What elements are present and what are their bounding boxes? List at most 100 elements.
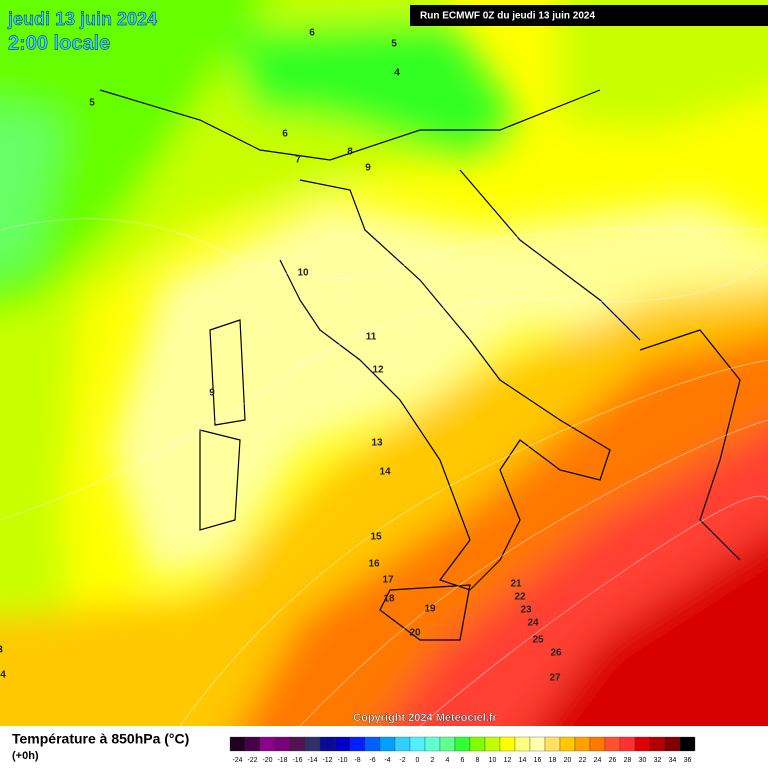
contour-label: 12 <box>372 365 384 376</box>
scale-swatch <box>229 736 246 752</box>
scale-swatch <box>394 736 411 752</box>
scale-swatch <box>259 736 276 752</box>
scale-label: 28 <box>624 757 632 764</box>
contour-label: 18 <box>383 594 395 605</box>
contour-label: 6 <box>282 129 288 140</box>
contour-label: 9 <box>209 388 215 399</box>
scale-swatch <box>619 736 636 752</box>
scale-label: 12 <box>504 757 512 764</box>
scale-label: 2 <box>431 757 435 764</box>
contour-label: 7 <box>295 155 301 166</box>
scale-swatch <box>649 736 666 752</box>
scale-swatch <box>454 736 471 752</box>
scale-label: 22 <box>579 757 587 764</box>
contour-label: 5 <box>89 98 95 109</box>
contour-label: 24 <box>527 618 539 629</box>
scale-swatch <box>529 736 546 752</box>
scale-label: 32 <box>654 757 662 764</box>
scale-label: -20 <box>262 757 272 764</box>
scale-label: 24 <box>594 757 602 764</box>
run-info: Run ECMWF 0Z du jeudi 13 juin 2024 <box>420 11 595 22</box>
scale-label: -12 <box>322 757 332 764</box>
contour-label: 4 <box>394 68 400 79</box>
scale-swatch <box>334 736 351 752</box>
scale-label: 34 <box>669 757 677 764</box>
scale-label: -14 <box>307 757 317 764</box>
scale-swatch <box>469 736 486 752</box>
scale-label: 26 <box>609 757 617 764</box>
contour-label: 21 <box>510 579 522 590</box>
contour-label: 20 <box>409 628 421 639</box>
scale-label: 30 <box>639 757 647 764</box>
scale-swatch <box>424 736 441 752</box>
scale-swatch <box>289 736 306 752</box>
date: jeudi 13 juin 2024 <box>7 9 157 29</box>
scale-label: 14 <box>519 757 527 764</box>
scale-swatch <box>634 736 651 752</box>
scale-swatch <box>409 736 426 752</box>
contour-label: 22 <box>514 592 526 603</box>
contour-label: 6 <box>309 28 315 39</box>
scale-swatch <box>319 736 336 752</box>
contour-label: 16 <box>368 559 380 570</box>
contour-label: 8 <box>347 147 353 158</box>
footer-lead: (+0h) <box>12 750 39 762</box>
scale-swatch <box>679 736 696 752</box>
contour-label: 10 <box>297 268 309 279</box>
scale-label: -8 <box>354 757 360 764</box>
scale-swatch <box>514 736 531 752</box>
scale-swatch <box>244 736 261 752</box>
contour-label: 4 <box>0 670 6 681</box>
local-time: 2:00 locale <box>8 32 110 54</box>
scale-label: 8 <box>476 757 480 764</box>
scale-label: 0 <box>416 757 420 764</box>
contour-label: 13 <box>371 438 383 449</box>
scale-label: -22 <box>247 757 257 764</box>
scale-label: 4 <box>446 757 450 764</box>
scale-swatch <box>304 736 321 752</box>
scale-label: -2 <box>399 757 405 764</box>
scale-label: 18 <box>549 757 557 764</box>
contour-label: 5 <box>391 39 397 50</box>
scale-swatch <box>664 736 681 752</box>
scale-label: 16 <box>534 757 542 764</box>
contour-label: 26 <box>550 648 562 659</box>
scale-label: -10 <box>337 757 347 764</box>
contour-label: 23 <box>520 605 532 616</box>
footer-title: Température à 850hPa (°C) <box>12 731 189 747</box>
scale-swatch <box>604 736 621 752</box>
scale-label: -16 <box>292 757 302 764</box>
contour-label: 3 <box>0 645 3 656</box>
scale-swatch <box>544 736 561 752</box>
scale-label: -6 <box>369 757 375 764</box>
contour-label: 25 <box>532 635 544 646</box>
copyright: Copyright 2024 Meteociel.fr <box>353 712 497 724</box>
scale-label: 6 <box>461 757 465 764</box>
scale-swatch <box>589 736 606 752</box>
run-box <box>410 5 768 26</box>
coastlines <box>99 89 741 641</box>
scale-swatch <box>349 736 366 752</box>
scale-swatch <box>379 736 396 752</box>
contour-label: 27 <box>549 673 561 684</box>
contour-label: 19 <box>424 604 436 615</box>
contour-label: 15 <box>370 532 382 543</box>
scale-label: -18 <box>277 757 287 764</box>
scale-swatch <box>574 736 591 752</box>
scale-label: -4 <box>384 757 390 764</box>
scale-swatch <box>484 736 501 752</box>
contour-label: 11 <box>366 332 377 343</box>
contour-label: 9 <box>365 163 371 174</box>
scale-swatch <box>274 736 291 752</box>
scale-swatch <box>439 736 456 752</box>
scale-swatch <box>499 736 516 752</box>
scale-swatch <box>364 736 381 752</box>
isotherms <box>0 218 768 726</box>
scale-swatch <box>559 736 576 752</box>
scale-label: 20 <box>564 757 572 764</box>
scale-label: 36 <box>684 757 692 764</box>
scale-label: 10 <box>489 757 497 764</box>
contour-label: 14 <box>379 467 391 478</box>
